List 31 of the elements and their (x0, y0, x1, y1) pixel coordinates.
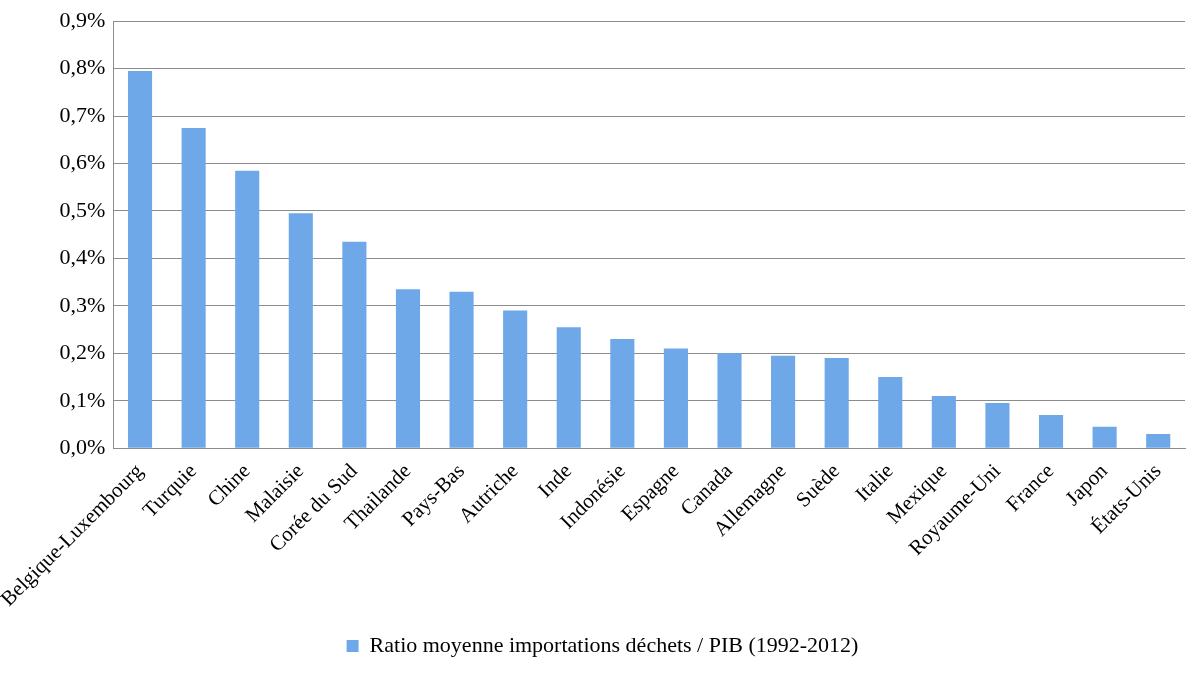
y-tick-label: 0,8% (59, 54, 106, 80)
y-tick-label: 0,1% (59, 386, 106, 412)
legend-label: Ratio moyenne importations déchets / PIB (1992-2012) (369, 631, 859, 657)
bar (127, 71, 153, 448)
bar (556, 327, 581, 448)
y-tick-label: 0,0% (59, 433, 106, 459)
bar (1092, 426, 1117, 448)
y-tick-label: 0,7% (59, 101, 106, 127)
bar (235, 170, 260, 448)
bar (395, 289, 421, 448)
bar (931, 396, 956, 448)
bar (181, 127, 206, 448)
bar (824, 358, 849, 448)
bar (503, 310, 528, 448)
bar (610, 339, 635, 448)
bar (1146, 433, 1171, 448)
y-tick-label: 0,2% (59, 339, 106, 365)
bar (342, 241, 367, 448)
bar (1038, 414, 1064, 448)
y-tick-label: 0,5% (59, 196, 106, 222)
bar (663, 348, 688, 448)
bar (985, 403, 1010, 448)
y-tick-label: 0,3% (59, 291, 106, 317)
y-tick-label: 0,4% (59, 244, 106, 270)
y-tick-label: 0,6% (59, 149, 106, 175)
bar (878, 377, 903, 448)
bar (717, 353, 742, 448)
y-tick-label: 0,9% (59, 6, 106, 32)
bar (771, 355, 796, 448)
bar (449, 291, 474, 448)
bar (288, 213, 313, 448)
